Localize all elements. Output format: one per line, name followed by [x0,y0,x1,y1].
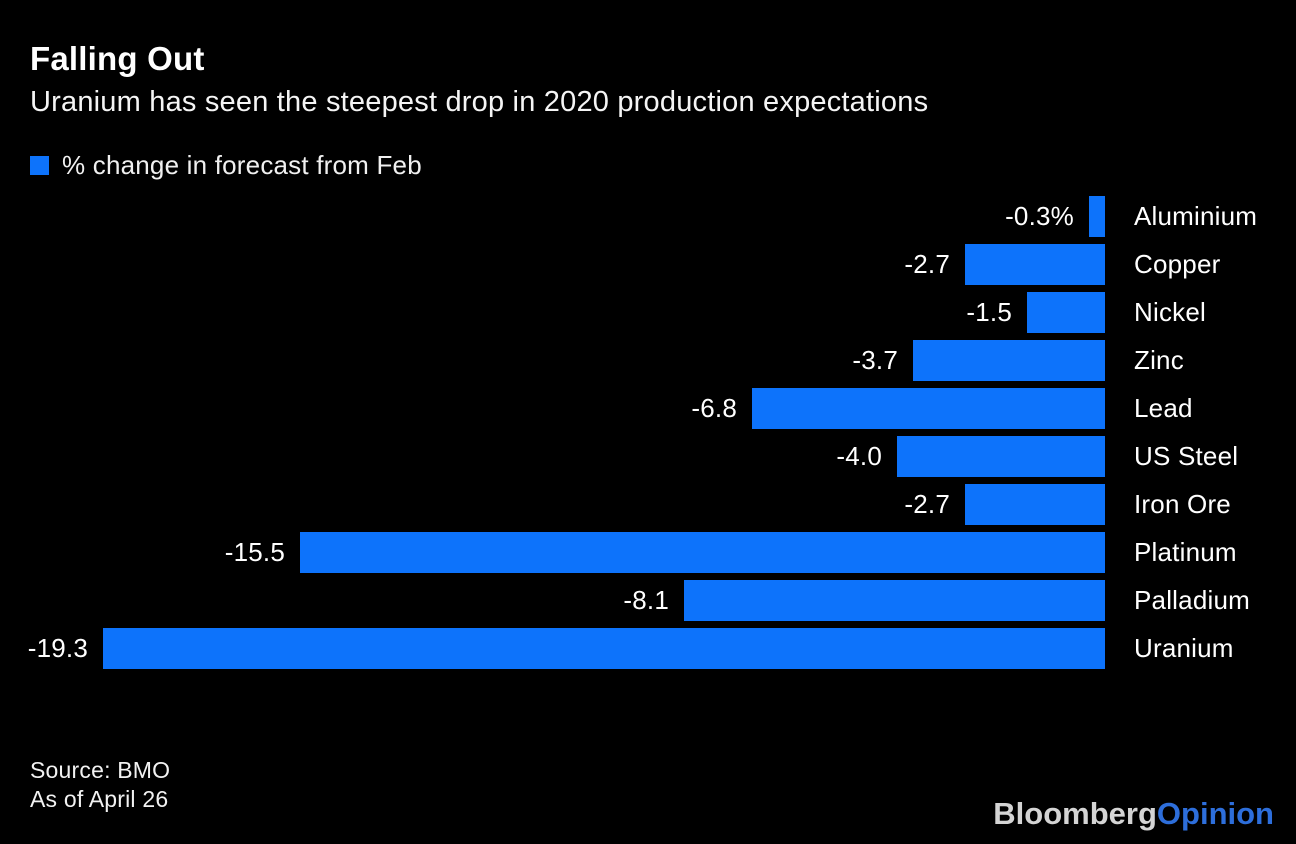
bar [1027,292,1105,333]
bar [300,532,1105,573]
bar [965,484,1105,525]
bar [684,580,1105,621]
bar-category-label: Aluminium [1134,201,1258,231]
bar-category-label: US Steel [1134,441,1239,471]
bar-value-label: -2.7 [904,489,950,519]
bar-value-label: -4.0 [836,441,882,471]
bar-value-label: -19.3 [27,633,88,663]
bar-category-label: Uranium [1134,633,1234,663]
bar-category-label: Nickel [1134,297,1206,327]
bar-value-label: -8.1 [623,585,669,615]
bar [897,436,1105,477]
logo-opinion: Opinion [1156,796,1274,831]
bar-category-label: Copper [1134,249,1221,279]
bar-category-label: Palladium [1134,585,1250,615]
legend-swatch-icon [30,156,49,175]
bar-value-label: -1.5 [966,297,1012,327]
bar-category-label: Zinc [1134,345,1184,375]
bar-value-label: -6.8 [691,393,737,423]
bloomberg-opinion-logo: BloombergOpinion [993,796,1274,832]
bar-value-label: -15.5 [224,537,285,567]
legend-label: % change in forecast from Feb [62,150,422,180]
logo-bloomberg: Bloomberg [993,796,1157,831]
bar [752,388,1105,429]
bar [1089,196,1105,237]
asof-line: As of April 26 [30,786,169,812]
bar-chart: -0.3% Aluminium -2.7 Copper -1.5 Nickel -3.7 Zi… [0,196,1296,669]
chart-subtitle: Uranium has seen the steepest drop in 20… [30,86,929,118]
bar-category-label: Platinum [1134,537,1237,567]
bar-category-label: Iron Ore [1134,489,1231,519]
source-note: Source: BMO As of April 26 [30,756,170,814]
source-line: Source: BMO [30,757,171,783]
bar-value-label: -0.3% [1005,201,1074,231]
bar-value-label: -3.7 [852,345,898,375]
bar-category-label: Lead [1134,393,1193,423]
legend: % change in forecast from Feb [30,150,422,181]
bar [103,628,1105,669]
bar [965,244,1105,285]
bar [913,340,1105,381]
bar-value-label: -2.7 [904,249,950,279]
chart-title: Falling Out [30,40,205,77]
